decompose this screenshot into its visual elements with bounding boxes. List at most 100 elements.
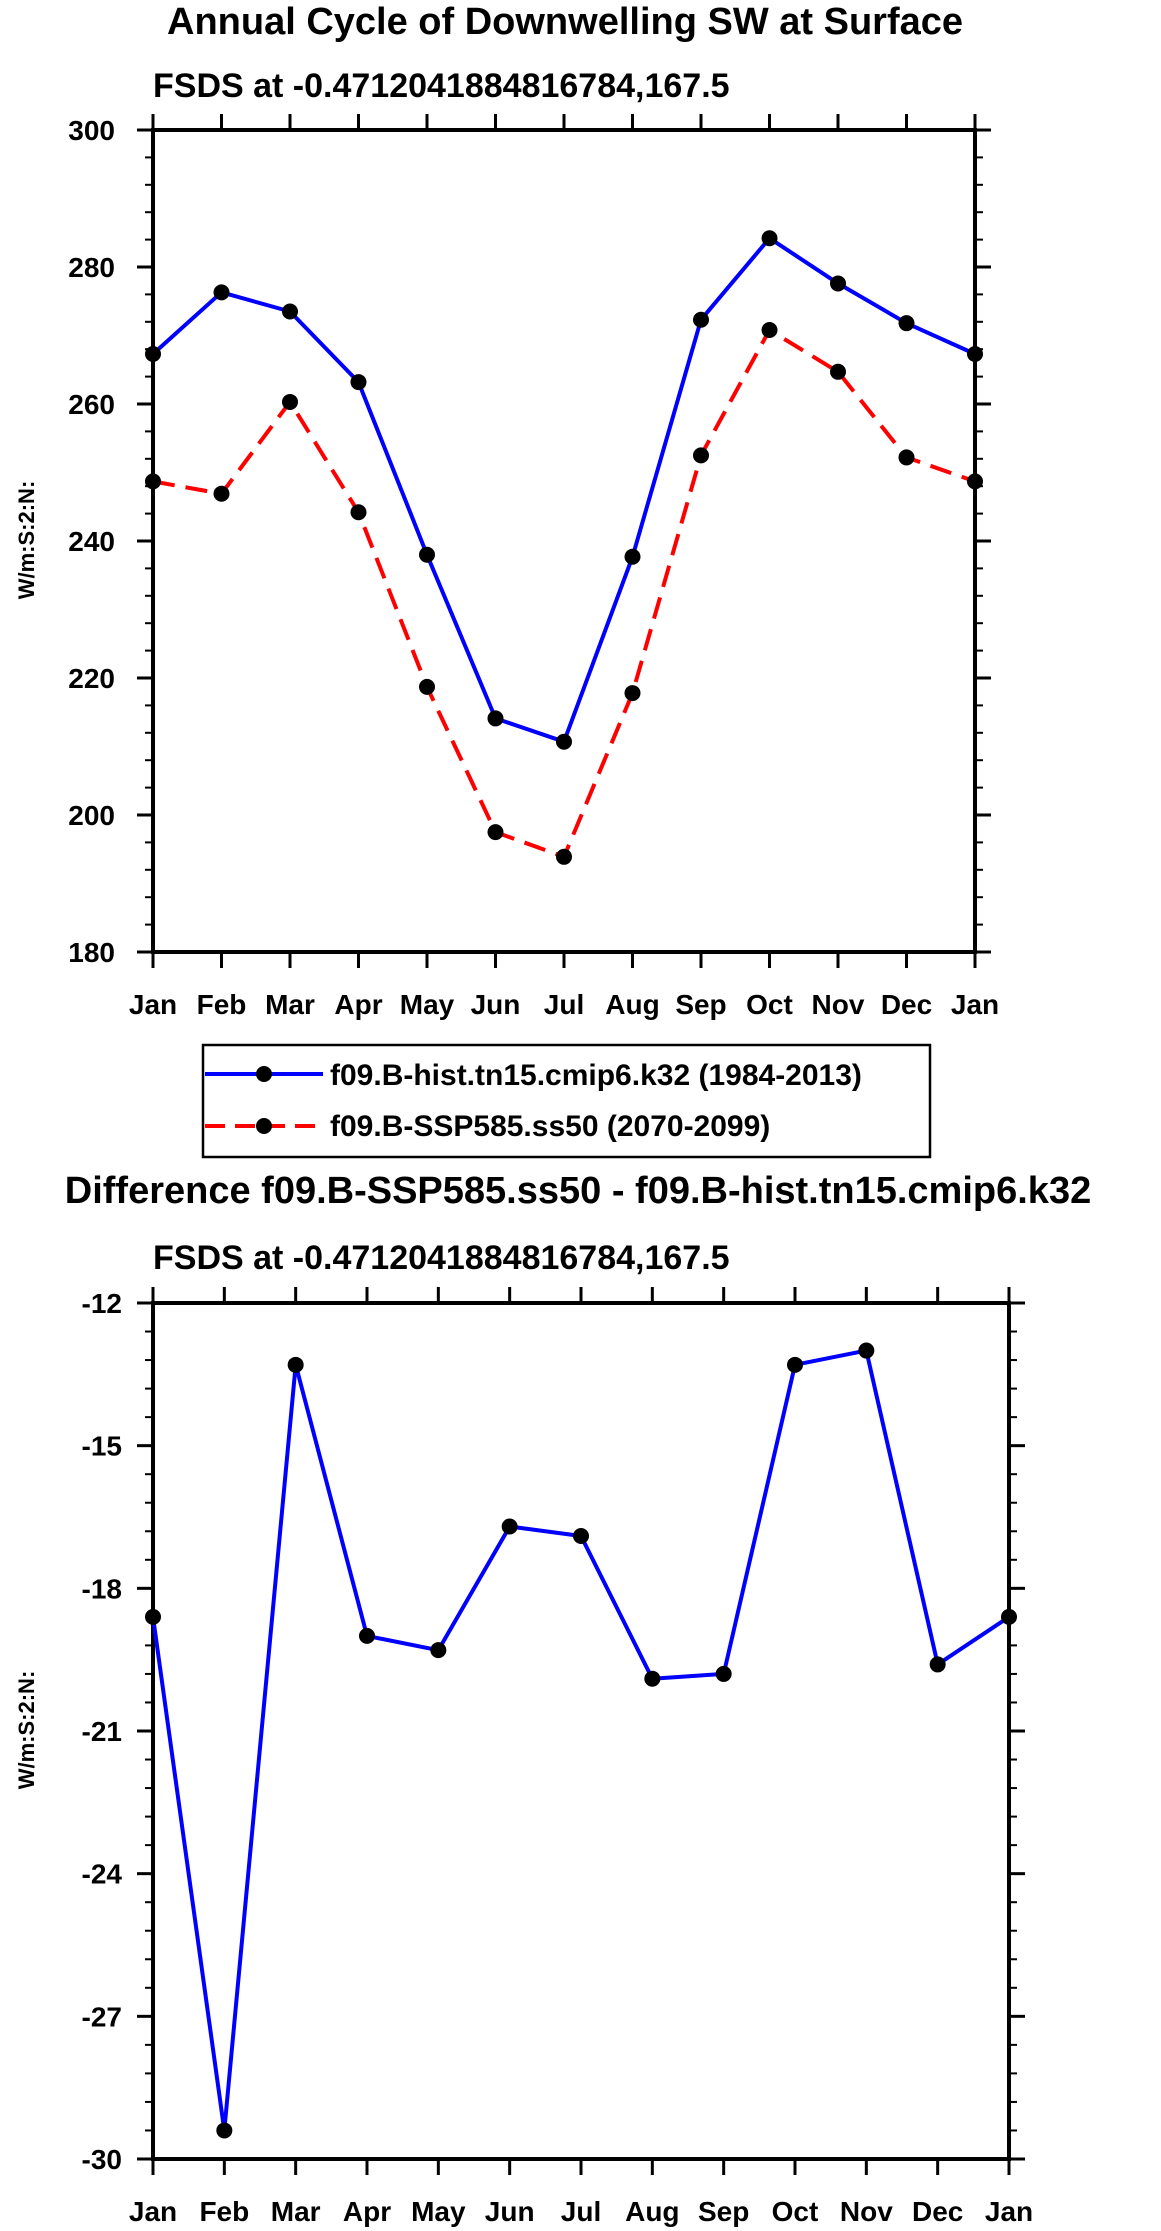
top-series-0-marker [282,303,298,320]
top-series-1-marker [145,473,161,490]
bottom-series-0-marker [430,1642,447,1659]
bottom-series-0-marker [644,1670,661,1687]
bottom-x-tick-label: Nov [840,2196,893,2227]
bottom-x-tick-label: Jan [129,2196,177,2227]
bottom-chart-subtitle: FSDS at -0.4712041884816784,167.5 [153,1239,730,1277]
bottom-y-tick-label: -12 [82,1288,122,1319]
legend-hist-marker [256,1066,272,1082]
top-chart-series [145,230,983,865]
top-chart-y-axis-label: W/m:S:2:N: [14,481,39,600]
top-y-tick-label: 200 [68,800,115,831]
bottom-x-tick-label: Jun [485,2196,535,2227]
bottom-series-0-marker [1001,1608,1017,1625]
legend-box [201,1043,932,1159]
top-x-tick-label: Oct [746,989,793,1020]
bottom-x-tick-label: May [411,2196,466,2227]
bottom-chart-ticks [137,1287,1025,2175]
bottom-x-tick-label: Sep [698,2196,749,2227]
top-series-0-line [151,236,976,744]
top-y-tick-label: 300 [68,115,115,146]
bottom-series-0-marker [573,1528,589,1545]
top-series-1-line [152,328,976,859]
bottom-series-0-marker [715,1665,732,1682]
top-x-tick-label: Feb [197,989,247,1020]
bottom-x-tick-label: Dec [912,2196,963,2227]
top-series-0-marker [898,315,915,332]
bottom-x-tick-label: Jan [985,2196,1033,2227]
bottom-x-tick-label: Apr [343,2196,391,2227]
top-series-0-marker [830,275,846,292]
top-y-tick-label: 260 [68,389,115,420]
bottom-x-tick-label: Aug [625,2196,679,2227]
top-x-tick-label: Mar [265,989,315,1020]
top-series-1-marker [761,322,778,339]
top-chart-ticks [137,114,991,968]
top-x-tick-label: Jun [471,989,521,1020]
bottom-series-0-marker [145,1608,161,1625]
top-series-1-marker [693,447,709,464]
top-y-tick-label: 220 [68,663,115,694]
legend-ssp-marker [256,1118,272,1134]
top-series-1-marker [350,504,367,521]
top-series-1-marker [487,824,504,841]
top-chart-x-tick-labels: Jan Feb Mar Apr May Jun Jul Aug Sep Oct … [129,989,999,1020]
top-series-0-marker [350,374,367,391]
bottom-series-0-marker [858,1342,875,1359]
bottom-chart-y-tick-labels: -30 -27 -24 -21 -18 -15 -12 [82,1288,123,2175]
bottom-x-tick-label: Oct [772,2196,819,2227]
bottom-y-tick-label: -18 [82,1573,122,1604]
top-chart-title: Annual Cycle of Downwelling SW at Surfac… [167,1,963,43]
top-series-1-marker [624,685,641,702]
top-x-tick-label: Jan [951,989,999,1020]
bottom-series-0-marker [287,1356,304,1373]
top-x-tick-label: Sep [675,989,726,1020]
bottom-chart-series [145,1342,1017,2139]
bottom-series-0-marker [501,1518,518,1535]
top-chart-plot-frame [151,128,977,954]
top-series-0-marker [967,345,983,362]
bottom-series-0-line [151,1348,1011,2133]
top-series-0-marker [145,345,161,362]
top-series-0-marker [556,733,572,750]
bottom-y-tick-label: -30 [82,2144,122,2175]
legend-hist-label: f09.B-hist.tn15.cmip6.k32 (1984-2013) [330,1059,862,1092]
top-x-tick-label: May [400,989,455,1020]
bottom-chart-title: Difference f09.B-SSP585.ss50 - f09.B-his… [65,1170,1091,1212]
top-series-0-marker [693,311,709,328]
top-series-0-marker [213,284,230,301]
bottom-chart: Difference f09.B-SSP585.ss50 - f09.B-his… [14,1170,1091,2227]
top-chart-y-tick-labels: 180 200 220 240 260 280 300 [68,115,115,968]
top-series-1-marker [419,678,435,695]
top-y-tick-label: 280 [68,252,115,283]
top-series-1-marker [830,363,846,380]
bottom-y-tick-label: -21 [82,1716,122,1747]
top-series-1-marker [282,393,298,410]
top-x-tick-label: Jul [544,989,584,1020]
top-chart-subtitle: FSDS at -0.4712041884816784,167.5 [153,67,730,105]
bottom-y-tick-label: -24 [82,1859,123,1890]
bottom-series-0-marker [787,1356,803,1373]
bottom-chart-y-axis-label: W/m:S:2:N: [14,1671,39,1790]
bottom-chart-x-tick-labels: Jan Feb Mar Apr May Jun Jul Aug Sep Oct … [129,2196,1033,2227]
top-series-0-marker [419,546,435,563]
top-series-1-marker [213,485,230,502]
top-y-tick-label: 240 [68,526,115,557]
top-series-0-marker [761,230,778,247]
bottom-chart-plot-frame [151,1301,1011,2161]
bottom-y-tick-label: -27 [82,2001,122,2032]
top-x-tick-label: Dec [881,989,932,1020]
bottom-series-0-marker [929,1656,946,1673]
bottom-series-0-marker [359,1627,375,1644]
top-chart: Annual Cycle of Downwelling SW at Surfac… [14,1,999,1159]
bottom-y-tick-label: -15 [82,1431,122,1462]
top-series-0-marker [487,710,504,727]
top-series-1-marker [898,449,915,466]
top-series-1-marker [967,473,983,490]
top-x-tick-label: Aug [605,989,659,1020]
top-series-0-marker [624,548,641,565]
top-x-tick-label: Jan [129,989,177,1020]
bottom-x-tick-label: Mar [271,2196,321,2227]
bottom-x-tick-label: Jul [561,2196,601,2227]
top-chart-legend: f09.B-hist.tn15.cmip6.k32 (1984-2013) f0… [201,1043,932,1159]
